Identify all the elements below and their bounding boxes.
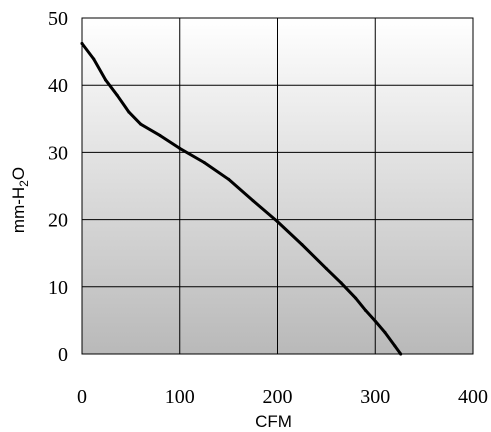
series-point — [80, 42, 84, 46]
x-axis-label: CFM — [255, 412, 292, 431]
series-point — [399, 352, 403, 356]
x-tick-labels: 0 100 200 300 400 — [77, 386, 488, 408]
y-axis-label-prefix: mm-H — [9, 187, 28, 233]
series-point — [276, 220, 279, 224]
series-point — [393, 344, 397, 348]
series-point — [92, 57, 96, 61]
x-tick-label: 0 — [77, 386, 87, 408]
y-tick-label: 30 — [48, 142, 68, 164]
series-point — [373, 319, 377, 323]
y-tick-label: 50 — [48, 8, 68, 30]
series-point — [127, 110, 131, 114]
series-points — [80, 42, 403, 356]
series-point — [139, 122, 143, 126]
series-point — [103, 78, 107, 82]
y-tick-label: 40 — [48, 75, 68, 97]
series-point — [339, 281, 343, 285]
series-point — [363, 308, 367, 312]
x-tick-label: 100 — [165, 386, 195, 408]
series-point — [227, 177, 231, 181]
x-tick-label: 400 — [458, 386, 488, 408]
y-axis-label: mm-H2O — [9, 167, 31, 233]
series-point — [115, 93, 119, 97]
series-point — [300, 242, 304, 246]
series-point — [354, 296, 358, 300]
series-point — [383, 330, 387, 334]
x-tick-label: 300 — [360, 386, 390, 408]
y-axis-label-suffix: O — [9, 167, 28, 180]
series-point — [178, 146, 182, 150]
y-axis-label-subscript: 2 — [17, 180, 31, 187]
y-tick-label: 10 — [48, 277, 68, 299]
x-tick-label: 200 — [263, 386, 293, 408]
series-point — [202, 160, 206, 164]
series-point — [324, 267, 328, 271]
series-point — [158, 134, 162, 138]
y-tick-label: 20 — [48, 210, 68, 232]
y-tick-label: 0 — [58, 344, 68, 366]
y-tick-labels: 0 10 20 30 40 50 — [48, 8, 68, 366]
plot-frame — [81, 17, 474, 355]
series-point — [251, 199, 255, 203]
